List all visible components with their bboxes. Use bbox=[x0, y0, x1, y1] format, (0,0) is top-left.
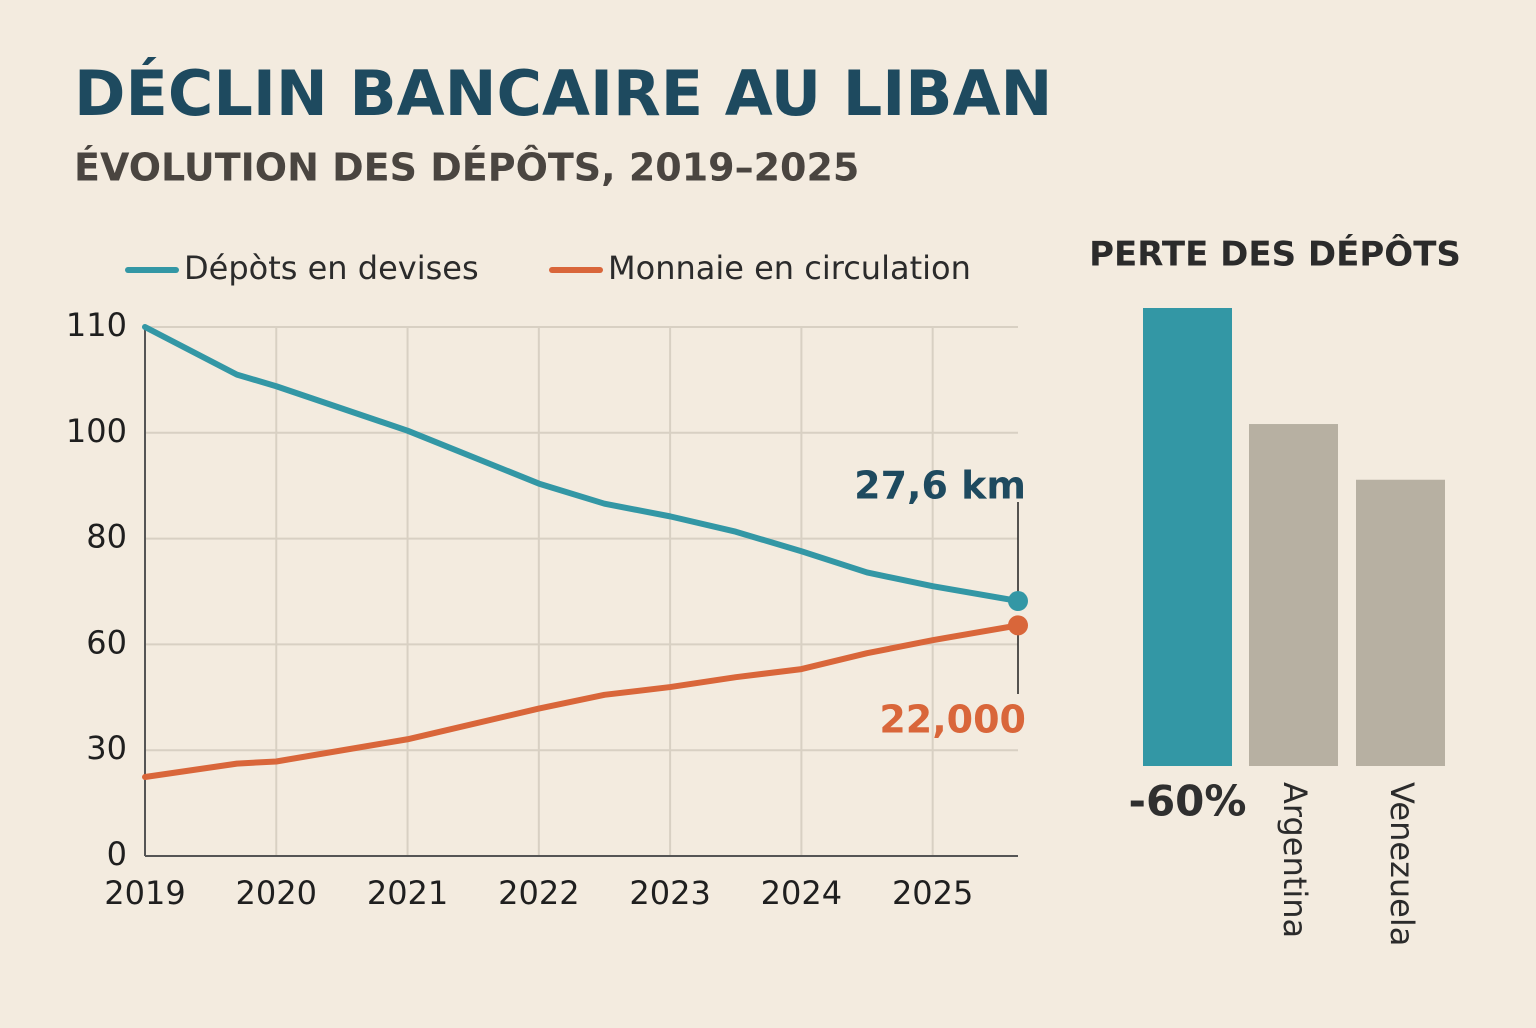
x-tick-label: 2022 bbox=[498, 874, 579, 912]
legend-label: Dépòts en devises bbox=[184, 249, 479, 287]
y-tick-label: 60 bbox=[86, 623, 127, 661]
annotation: 22,000 bbox=[879, 698, 1026, 742]
bar-annotation: -60% bbox=[1129, 777, 1247, 826]
bar bbox=[1143, 308, 1232, 766]
x-tick-label: 2025 bbox=[892, 874, 973, 912]
chart-title: DÉCLIN BANCAIRE AU LIBAN bbox=[74, 57, 1052, 130]
x-tick-label: 2023 bbox=[629, 874, 710, 912]
bar bbox=[1356, 479, 1445, 766]
x-tick-label: 2019 bbox=[104, 874, 185, 912]
data-line bbox=[142, 324, 1021, 605]
bar bbox=[1249, 424, 1338, 766]
annotation: 27,6 km bbox=[854, 464, 1026, 508]
y-tick-label: 30 bbox=[86, 729, 127, 767]
chart-subtitle: ÉVOLUTION DES DÉPÔTS, 2019–2025 bbox=[74, 146, 859, 190]
y-tick-label: 110 bbox=[66, 306, 127, 344]
x-tick-label: 2024 bbox=[761, 874, 842, 912]
x-tick-label: Venezuela bbox=[1383, 782, 1421, 946]
bar-chart-title: PERTE DES DÉPÔTS bbox=[1089, 234, 1461, 275]
data-line bbox=[142, 622, 1021, 781]
x-tick-label: 2020 bbox=[236, 874, 317, 912]
x-tick-label: Argentina bbox=[1276, 782, 1314, 938]
end-point bbox=[1008, 591, 1028, 612]
y-tick-label: 80 bbox=[86, 518, 127, 556]
x-tick-label: 2021 bbox=[367, 874, 448, 912]
legend-label: Monnaie en circulation bbox=[608, 249, 971, 287]
y-tick-label: 100 bbox=[66, 412, 127, 450]
end-point bbox=[1008, 615, 1028, 636]
y-tick-label: 0 bbox=[107, 835, 127, 873]
